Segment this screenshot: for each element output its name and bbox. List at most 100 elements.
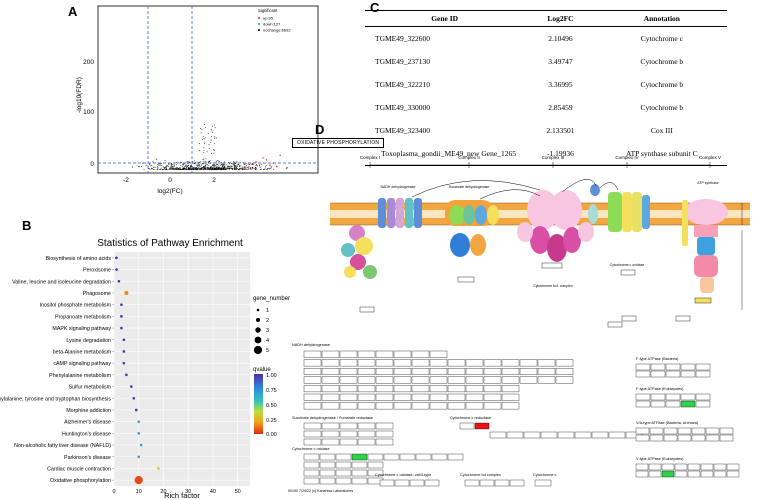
gene-box: [367, 469, 384, 477]
enrichment-xtick: 0: [112, 489, 115, 495]
volcano-point-nochange: [219, 167, 221, 169]
volcano-point-nochange: [153, 166, 155, 168]
gene-box: [409, 479, 425, 487]
volcano-point-nochange: [237, 169, 239, 170]
gene-box: [411, 385, 430, 393]
gene-box: [321, 430, 340, 438]
gene-box: [674, 470, 688, 478]
volcano-point-nochange: [173, 168, 175, 170]
volcano-point-nochange: [192, 161, 194, 163]
pathway-point: [120, 315, 123, 318]
volcano-point-nochange: [173, 166, 175, 168]
gene-box: [335, 453, 352, 461]
gene-box: [339, 422, 358, 430]
volcano-point-down: [159, 163, 161, 165]
volcano-point-nochange: [177, 162, 179, 164]
volcano-point-nochange: [157, 168, 159, 170]
volcano-point-up: [286, 167, 288, 169]
volcano-point-nochange: [143, 169, 145, 170]
volcano-point-nochange: [183, 167, 185, 169]
gene-box: [375, 368, 394, 375]
volcano-point-nochange: [166, 169, 168, 171]
gene-box: [506, 431, 524, 439]
volcano-point-nochange: [226, 168, 228, 170]
volcano-point-nochange: [168, 168, 170, 170]
volcano-point-up: [262, 157, 264, 159]
volcano-point-nochange: [183, 168, 185, 170]
gene-box: [695, 370, 711, 378]
volcano-point-nochange: [179, 168, 181, 170]
pathway-label: Propanoate metabolism: [55, 314, 112, 320]
enrichment-xlabel: Rich factor: [164, 491, 200, 500]
volcano-point-nochange: [198, 167, 200, 169]
volcano-point-nochange: [210, 167, 211, 169]
gene-box: [351, 469, 368, 477]
volcano-xtick-2: 2: [212, 177, 216, 184]
volcano-point-down: [166, 165, 168, 167]
panel-letter-b: B: [22, 218, 32, 233]
volcano-point-nochange: [188, 168, 190, 170]
gene-box: [393, 368, 412, 375]
volcano-point-nochange: [218, 168, 220, 170]
volcano-point-nochange: [227, 166, 229, 168]
volcano-point-nochange: [212, 166, 214, 168]
volcano-point-down: [141, 162, 144, 164]
volcano-point-nochange: [199, 150, 201, 152]
gene-box: [483, 359, 502, 367]
ec-box-7: [607, 321, 623, 328]
volcano-point-nochange: [191, 167, 192, 169]
volcano-point-nochange: [173, 168, 175, 170]
volcano-point-nochange: [190, 165, 192, 167]
pathway-label: Cardiac muscle contraction: [47, 466, 111, 472]
gene-box: [393, 393, 412, 401]
volcano-point-nochange: [208, 147, 210, 149]
volcano-point-nochange: [189, 168, 191, 170]
volcano-point-nochange: [186, 169, 188, 171]
volcano-point-nochange: [210, 142, 212, 144]
volcano-point-nochange: [168, 163, 169, 165]
volcano-point-nochange: [217, 164, 219, 165]
gene-box: [726, 463, 740, 471]
pathway-point: [137, 455, 141, 459]
volcano-point-nochange: [221, 166, 223, 168]
volcano-point-nochange: [198, 168, 200, 170]
enzyme-label-4: Cytochrome c oxidase: [610, 263, 645, 267]
volcano-point-nochange: [234, 165, 236, 167]
volcano-point-nochange: [185, 168, 187, 170]
gene-box: [691, 427, 706, 435]
gene-box: [501, 385, 520, 393]
volcano-point-nochange: [234, 163, 236, 165]
volcano-point-nochange: [211, 168, 213, 170]
volcano-point-nochange: [214, 169, 216, 171]
volcano-point-nochange: [203, 138, 205, 140]
volcano-point-nochange: [204, 164, 206, 166]
gene-box: [713, 463, 727, 471]
volcano-point-nochange: [276, 166, 278, 168]
volcano-point-nochange: [183, 163, 185, 165]
volcano-point-nochange: [228, 167, 230, 169]
volcano-point-nochange: [220, 166, 222, 168]
volcano-point-nochange: [192, 166, 194, 168]
volcano-point-nochange: [183, 168, 185, 170]
volcano-point-nochange: [230, 165, 232, 167]
gene-box: [339, 430, 358, 438]
volcano-point-nochange: [232, 164, 234, 166]
ec-box-3: [541, 262, 563, 269]
gene-box: [483, 385, 502, 393]
volcano-point-nochange: [162, 169, 164, 171]
volcano-point-nochange: [165, 168, 167, 170]
volcano-point-nochange: [221, 161, 222, 163]
volcano-point-nochange: [266, 168, 268, 170]
gene-box: [489, 431, 507, 439]
ec-box-4: [620, 269, 636, 276]
volcano-point-nochange: [224, 169, 226, 171]
gene-box: [519, 368, 538, 375]
volcano-point-nochange: [194, 168, 196, 170]
color-legend-bar: [254, 374, 263, 434]
volcano-point-nochange: [202, 168, 204, 170]
volcano-point-nochange: [211, 168, 213, 170]
volcano-point-nochange: [179, 168, 181, 170]
volcano-point-nochange: [182, 167, 184, 169]
volcano-point-nochange: [173, 163, 175, 165]
volcano-point-nochange: [196, 164, 198, 166]
